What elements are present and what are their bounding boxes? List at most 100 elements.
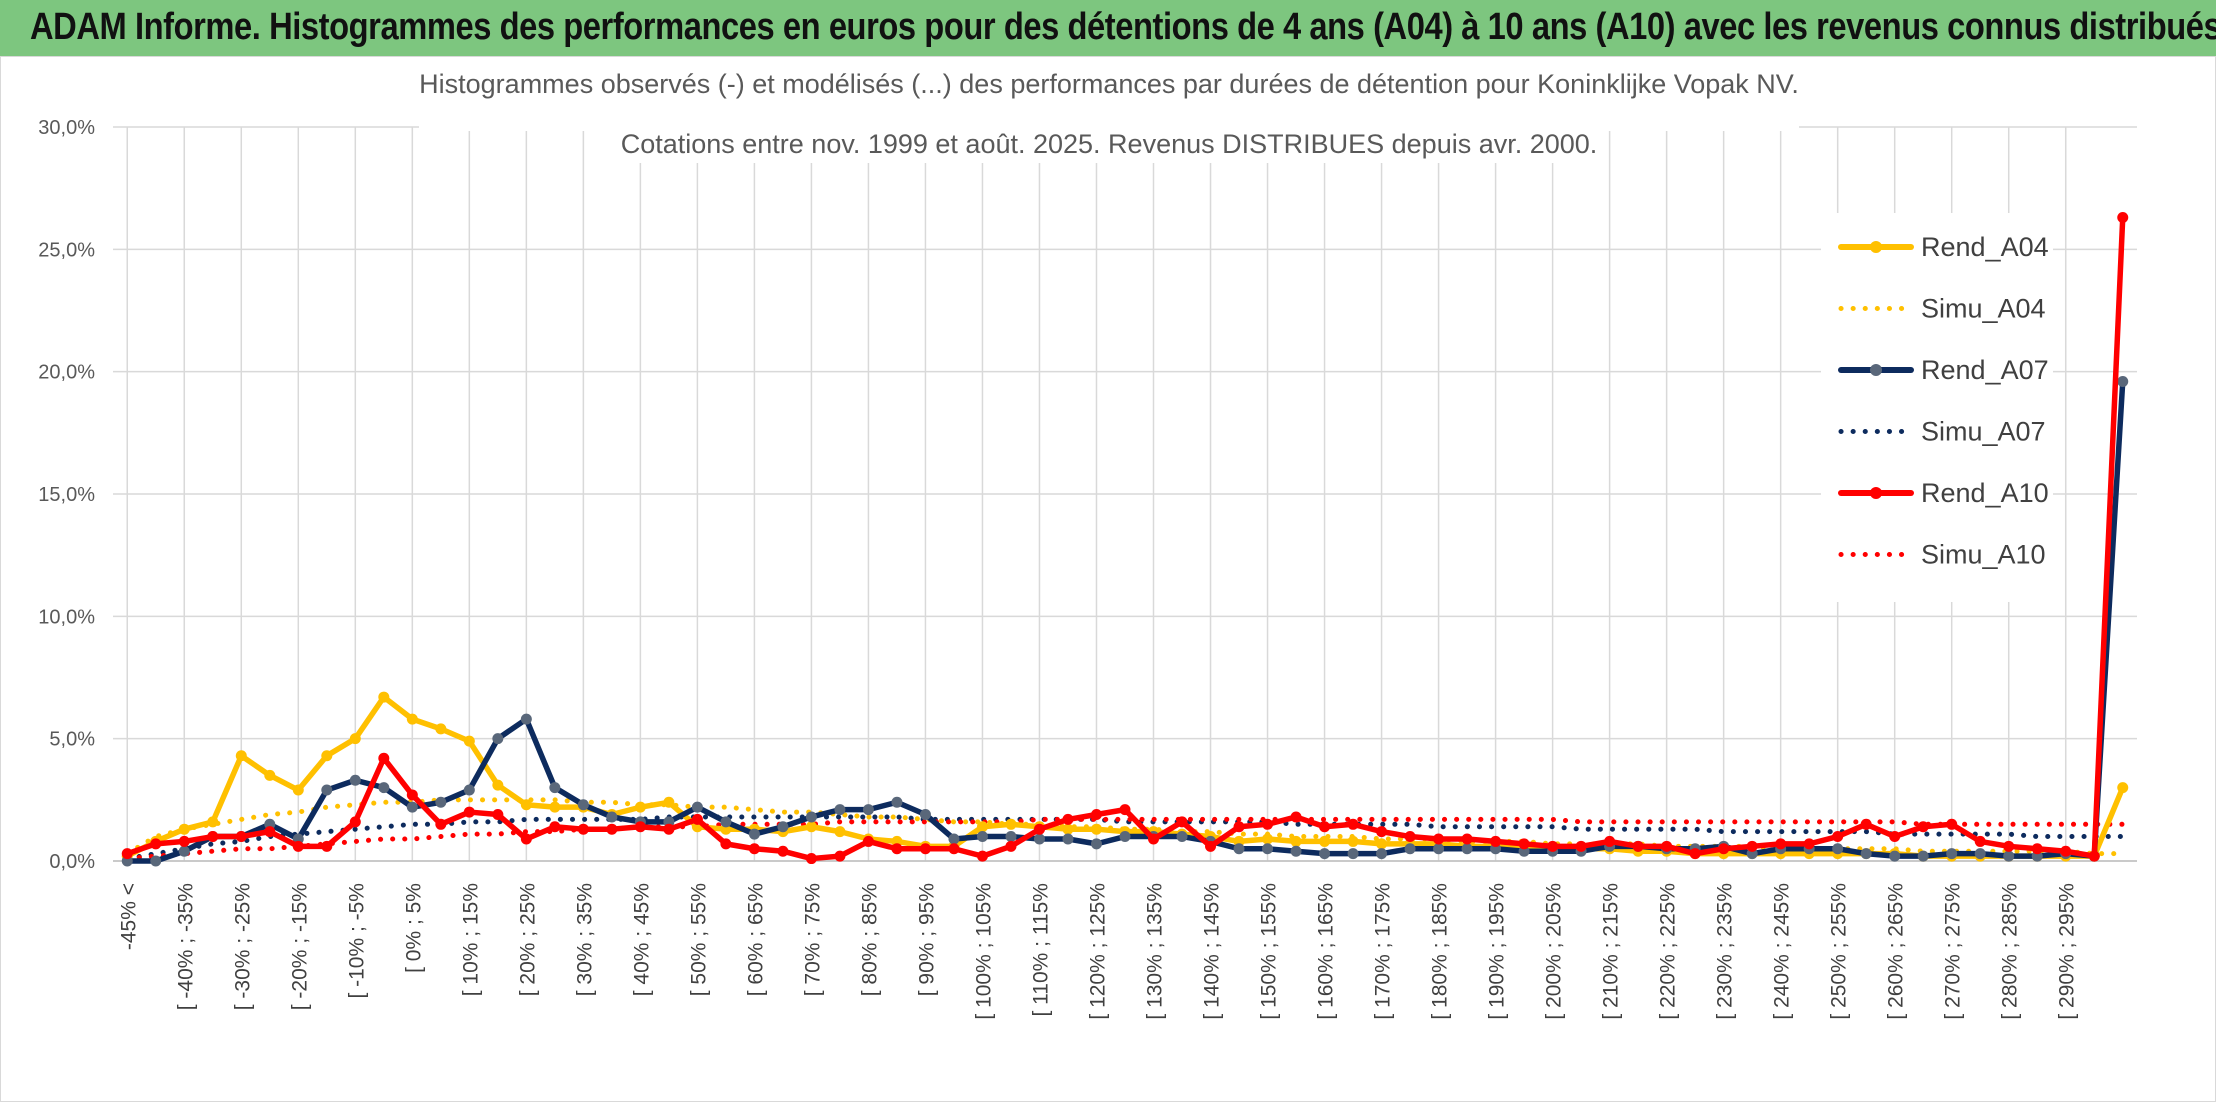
data-point xyxy=(1718,843,1730,855)
data-point xyxy=(1290,811,1302,823)
data-point xyxy=(1176,831,1188,843)
data-point xyxy=(1547,840,1559,852)
data-point xyxy=(235,750,247,762)
x-tick-label: [ 80% ; 85% xyxy=(858,883,881,996)
x-tick-label: [ 70% ; 75% xyxy=(801,883,824,996)
data-point xyxy=(2117,212,2129,224)
data-point xyxy=(1946,848,1958,860)
data-point xyxy=(1433,843,1445,855)
legend-label-Simu_A07: Simu_A07 xyxy=(1921,417,2046,447)
subtitle-backdrop xyxy=(629,129,1589,163)
data-point xyxy=(577,799,589,811)
data-point xyxy=(378,782,390,794)
data-point xyxy=(2031,843,2043,855)
y-tick-label: 25,0% xyxy=(38,239,95,261)
data-point xyxy=(891,796,903,808)
data-point xyxy=(1119,804,1131,816)
data-point xyxy=(834,850,846,862)
data-point xyxy=(720,838,732,850)
data-point xyxy=(777,821,789,833)
data-point xyxy=(748,828,760,840)
data-point xyxy=(1917,821,1929,833)
data-point xyxy=(1404,843,1416,855)
data-point xyxy=(178,845,190,857)
data-point xyxy=(150,838,162,850)
x-tick-label: [ 40% ; 45% xyxy=(630,883,653,996)
data-point xyxy=(520,833,532,845)
data-point xyxy=(919,809,931,821)
data-point xyxy=(1461,843,1473,855)
data-point xyxy=(492,779,504,791)
x-tick-label: [ 20% ; 25% xyxy=(516,883,539,996)
data-point xyxy=(549,801,561,813)
data-point xyxy=(463,784,475,796)
data-point xyxy=(1148,833,1160,845)
data-point xyxy=(862,835,874,847)
x-tick-label: [ 60% ; 65% xyxy=(744,883,767,996)
data-point xyxy=(1262,818,1274,830)
data-point xyxy=(1860,848,1872,860)
data-point xyxy=(1946,818,1958,830)
data-point xyxy=(1033,823,1045,835)
data-point xyxy=(492,809,504,821)
y-tick-label: 5,0% xyxy=(49,729,95,751)
x-tick-label: [ 240% ; 245% xyxy=(1771,883,1794,1020)
data-point xyxy=(1062,833,1074,845)
data-point xyxy=(207,816,219,828)
data-point xyxy=(520,713,532,725)
data-point xyxy=(1775,838,1787,850)
data-point xyxy=(1632,840,1644,852)
data-point xyxy=(1404,831,1416,843)
legend-marker-Rend_A10 xyxy=(1870,487,1882,499)
x-tick-label: [ 50% ; 55% xyxy=(687,883,710,996)
data-point xyxy=(1262,833,1274,845)
data-point xyxy=(1490,835,1502,847)
title-backdrop xyxy=(419,59,1799,131)
x-tick-label: [ 190% ; 195% xyxy=(1486,883,1509,1020)
data-point xyxy=(748,843,760,855)
data-point xyxy=(1889,831,1901,843)
x-tick-label: [ 10% ; 15% xyxy=(459,883,482,996)
data-point xyxy=(520,799,532,811)
x-tick-label: [ 210% ; 215% xyxy=(1600,883,1623,1020)
x-tick-label: [ -30% ; -25% xyxy=(231,883,254,1010)
data-point xyxy=(606,823,618,835)
y-tick-label: 20,0% xyxy=(38,362,95,384)
data-point xyxy=(805,821,817,833)
histogram-chart: 0,0% 5,0% 10,0% 15,0% 20,0% 25,0% 30,0% -45% < [… xyxy=(38,59,2137,1020)
data-point xyxy=(321,784,333,796)
x-tick-label: [ 170% ; 175% xyxy=(1372,883,1395,1020)
data-point xyxy=(1033,833,1045,845)
data-point xyxy=(1746,840,1758,852)
legend-marker-Rend_A04 xyxy=(1870,241,1882,253)
data-point xyxy=(1005,831,1017,843)
data-point xyxy=(178,835,190,847)
x-tick-label: [ -10% ; -5% xyxy=(345,883,368,999)
data-point xyxy=(1205,840,1217,852)
data-point xyxy=(349,816,361,828)
data-point xyxy=(1176,816,1188,828)
data-point xyxy=(1860,818,1872,830)
data-point xyxy=(150,855,162,867)
data-point xyxy=(1803,838,1815,850)
data-point xyxy=(577,823,589,835)
data-point xyxy=(1376,848,1388,860)
data-point xyxy=(406,713,418,725)
data-point xyxy=(406,801,418,813)
legend-label-Rend_A07: Rend_A07 xyxy=(1921,355,2049,385)
legend-backdrop xyxy=(1821,213,2053,602)
legend-label-Simu_A10: Simu_A10 xyxy=(1921,540,2046,570)
data-point xyxy=(1233,821,1245,833)
data-point xyxy=(349,733,361,745)
data-point xyxy=(235,831,247,843)
x-tick-label: [ 290% ; 295% xyxy=(2056,883,2079,1020)
x-tick-label: [ 280% ; 285% xyxy=(1999,883,2022,1020)
legend-label-Rend_A04: Rend_A04 xyxy=(1921,232,2049,262)
data-point xyxy=(1005,818,1017,830)
x-tick-label: [ 100% ; 105% xyxy=(972,883,995,1020)
data-point xyxy=(1119,831,1131,843)
data-point xyxy=(406,789,418,801)
x-tick-label: [ 250% ; 255% xyxy=(1828,883,1851,1020)
data-point xyxy=(1290,835,1302,847)
x-tick-label: [ 110% ; 115% xyxy=(1029,883,1052,1016)
